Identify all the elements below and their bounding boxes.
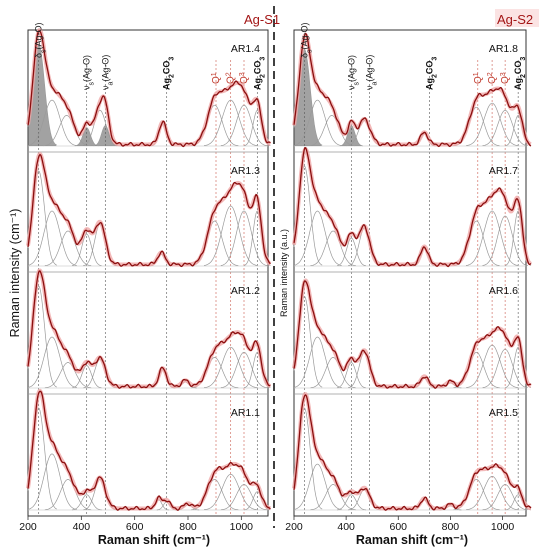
panel-label: AR1.7 (489, 165, 518, 177)
tick-layer: 200 400 600 800 1000 200 400 600 800 1000 (19, 516, 514, 533)
component-peak (27, 210, 77, 266)
band-annotation: δs(Ag-O) (299, 22, 313, 58)
x-tick-label: 800 (442, 521, 460, 533)
band-annotation: δs(Ag-O) (34, 22, 48, 58)
spectrum-panel: AR1.2 (26, 268, 272, 389)
right-y-axis-title: Raman intensity (a.u.) (279, 229, 289, 317)
band-annotation: νa(Ag-O) (365, 55, 379, 90)
component-peak (293, 210, 342, 266)
band-annotation: Q3 (500, 72, 512, 84)
band-annotation: Ag2CO3 (425, 57, 439, 90)
component-peak (71, 233, 102, 267)
component-peak (336, 494, 366, 511)
x-tick-label: 400 (73, 521, 91, 533)
panel-label: AR1.5 (489, 407, 518, 419)
band-annotation: Q3 (239, 72, 251, 84)
component-peak (310, 357, 356, 389)
panels-layer: AR1.4 AR1.3 AR1.2 AR1.1 AR1.8 AR1.7 AR1.6 AR1.5 (26, 28, 533, 511)
spectrum-line (27, 153, 271, 268)
band-annotation: Q2 (487, 72, 499, 84)
panel-label: AR1.2 (231, 285, 260, 297)
band-annotation: νa(Ag-O) (100, 55, 114, 90)
right-label-background (495, 9, 539, 27)
component-peak (482, 215, 528, 266)
left-x-axis-title: Raman shift (cm⁻¹) (98, 533, 210, 547)
x-tick-label: 1000 (491, 521, 515, 533)
panel-label: AR1.6 (489, 285, 518, 297)
component-peak (43, 115, 91, 147)
component-peak (71, 365, 102, 389)
spectrum-panel: AR1.7 (292, 146, 533, 268)
component-peak (482, 348, 528, 389)
left-plot-frame (27, 29, 269, 517)
component-peak (27, 453, 77, 510)
spectrum-line (293, 280, 532, 389)
right-plot-frame (293, 29, 527, 517)
component-peak (482, 109, 528, 147)
component-peak (308, 115, 356, 147)
panel-label: AR1.8 (489, 43, 518, 55)
panel-label: AR1.1 (231, 407, 260, 419)
component-peak (293, 99, 342, 146)
component-peak (203, 473, 258, 511)
component-peak (220, 351, 268, 389)
component-peak (93, 125, 117, 147)
band-annotation: νs(Ag-O) (82, 55, 96, 90)
component-peak (310, 484, 356, 511)
component-peak (71, 494, 102, 511)
spectrum-panel: AR1.1 (26, 388, 272, 511)
spectrum-panel: AR1.3 (26, 151, 272, 268)
spectrum-line (27, 390, 271, 511)
x-tick-label: 200 (19, 521, 37, 533)
component-peak (27, 336, 77, 388)
panel-label: AR1.4 (231, 43, 260, 55)
right-x-axis-title: Raman shift (cm⁻¹) (356, 533, 468, 547)
band-annotation: Q2 (225, 72, 237, 84)
spectrum-panel: AR1.4 (26, 28, 272, 148)
spectrum-panel: AR1.6 (292, 271, 533, 389)
spectrum-line (27, 270, 271, 389)
component-peak (466, 476, 519, 511)
component-peak (220, 104, 268, 147)
band-annotation: Q1 (472, 72, 484, 84)
band-annotation: Ag2CO3 (162, 57, 176, 90)
x-tick-label: 400 (337, 521, 355, 533)
component-peak (27, 99, 77, 146)
component-peak (340, 125, 363, 147)
spectrum-line (27, 29, 271, 148)
spectrum-line (293, 32, 532, 148)
x-tick-label: 600 (126, 521, 144, 533)
component-peak (310, 230, 356, 267)
band-annotation: Ag2CO3 (513, 57, 527, 90)
x-tick-label: 600 (390, 521, 408, 533)
left-y-axis-title: Raman intensity (cm⁻¹) (8, 209, 22, 338)
right-group-label: Ag-S2 (497, 12, 533, 27)
band-annotation: νs(Ag-O) (346, 55, 360, 90)
component-peak (482, 484, 528, 511)
panel-label: AR1.3 (231, 165, 260, 177)
shaded-component (94, 125, 117, 146)
component-peak (293, 336, 342, 388)
x-tick-label: 1000 (230, 521, 254, 533)
component-peak (44, 362, 92, 389)
component-peak (293, 463, 342, 510)
band-annotation: Q1 (211, 72, 223, 84)
band-annotation: Ag2CO3 (252, 57, 266, 90)
x-tick-label: 200 (285, 521, 303, 533)
spectrum-line (293, 146, 532, 268)
annotation-layer: δs(Ag-O)νs(Ag-O)νa(Ag-O)Ag2CO3Q1Q2Q3Ag2C… (34, 22, 527, 90)
component-peak (220, 484, 268, 511)
component-peak (220, 210, 268, 266)
component-peak (44, 230, 92, 267)
x-tick-label: 800 (179, 521, 197, 533)
component-peak (44, 479, 92, 511)
spectrum-panel: AR1.5 (292, 392, 533, 511)
left-group-label: Ag-S1 (244, 12, 280, 27)
component-peak (336, 237, 366, 267)
component-peak (336, 362, 366, 389)
spectrum-line (293, 394, 532, 511)
component-peak (75, 127, 99, 147)
spectrum-panel: AR1.8 (292, 32, 533, 148)
